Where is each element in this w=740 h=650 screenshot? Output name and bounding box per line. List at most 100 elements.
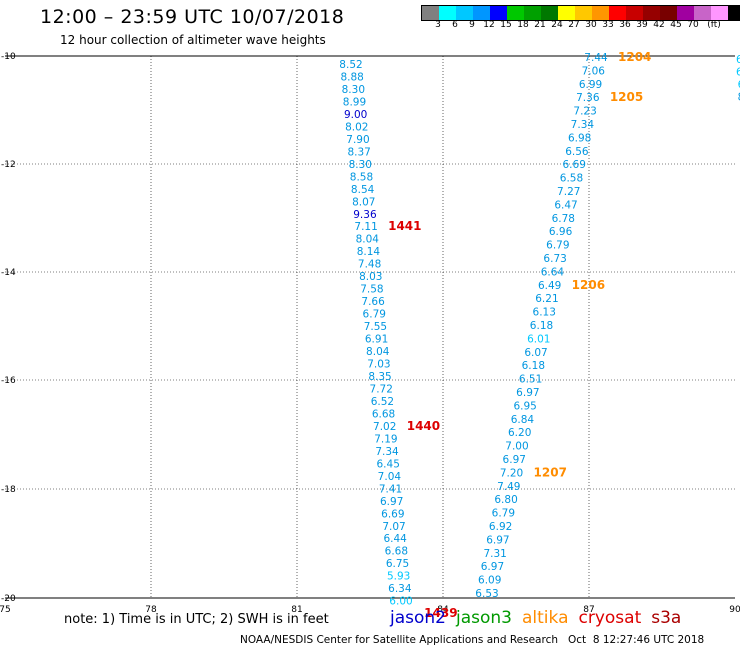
wave-height-label: 6.92 [489, 521, 512, 533]
scale-swatch [439, 6, 456, 20]
wave-height-label: 6.97 [503, 454, 526, 466]
legend-altika: altika [522, 608, 569, 628]
scale-label: 42 [653, 20, 665, 30]
wave-height-label: 8.07 [352, 196, 375, 208]
scale-swatch [490, 6, 507, 20]
wave-height-label: 7.03 [367, 359, 390, 371]
wave-height-label: 6.52 [371, 396, 394, 408]
wave-height-label: 8.03 [359, 271, 382, 283]
wave-height-label: 9.36 [353, 209, 377, 221]
latitude-tick-label: -20 [1, 594, 16, 604]
legend-jason2: jason2 [390, 608, 446, 628]
scale-swatch [541, 6, 558, 20]
scale-label: 30 [585, 20, 597, 30]
wave-height-label: 7.04 [378, 471, 402, 483]
wave-height-label: 7.02 [373, 421, 396, 433]
wave-height-label: 6.49 [538, 280, 561, 292]
wave-height-label: 8.99 [343, 96, 366, 108]
wave-height-label: 6.56 [565, 146, 589, 158]
wave-height-label: 6.00 [389, 596, 412, 608]
wave-height-label: 8.14 [357, 246, 381, 258]
wave-height-label: 6.64 [541, 266, 565, 278]
scale-swatch [507, 6, 524, 20]
longitude-tick-label: 78 [145, 605, 157, 615]
wave-height-label: 6.84 [511, 414, 535, 426]
wave-height-label: 8 [738, 92, 740, 104]
scale-swatch [694, 6, 711, 20]
wave-height-label: 8.04 [356, 234, 380, 246]
wave-height-label: 6.97 [516, 387, 539, 399]
scale-label: 27 [568, 20, 580, 30]
wave-height-label: 8.37 [347, 146, 370, 158]
wave-height-label: 6.21 [535, 293, 558, 305]
scale-swatch [592, 6, 609, 20]
scale-label: (ft) [707, 20, 721, 30]
map-subtitle: 12 hour collection of altimeter wave hei… [60, 33, 326, 47]
longitude-tick-label: 84 [437, 605, 449, 615]
wave-height-label: 6.01 [527, 333, 550, 345]
longitude-tick-label: 90 [729, 605, 740, 615]
scale-swatch [626, 6, 643, 20]
pass-time-label: 1440 [407, 419, 440, 433]
wave-height-label: 9.00 [344, 109, 367, 121]
wave-height-label: 6.07 [524, 347, 547, 359]
wave-height-label: 6.69 [563, 159, 586, 171]
wave-height-label: 6. [736, 54, 740, 66]
wave-height-label: 6.58 [560, 173, 583, 185]
wave-height-label: 7.34 [375, 446, 399, 458]
legend-jason3: jason3 [456, 608, 512, 628]
scale-label: 3 [435, 20, 441, 30]
wave-height-label: 6.79 [546, 240, 569, 252]
wave-height-label: 7.58 [360, 284, 383, 296]
wave-height-label: 8.30 [349, 159, 372, 171]
scale-swatch [728, 6, 740, 20]
wave-height-label: 7.27 [557, 186, 580, 198]
wave-height-label: 7.48 [358, 259, 381, 271]
wave-height-label: 6.53 [475, 588, 498, 600]
credit-line: NOAA/NESDIS Center for Satellite Applica… [240, 634, 705, 646]
scale-swatch [643, 6, 660, 20]
wave-height-label: 6.75 [386, 558, 409, 570]
scale-swatch [711, 6, 728, 20]
pass-time-label: 1204 [618, 50, 651, 64]
wave-height-label: 6.18 [530, 320, 553, 332]
wave-height-label: 8.35 [368, 371, 391, 383]
wave-height-label: 8.88 [340, 71, 363, 83]
latitude-tick-label: -14 [1, 268, 16, 278]
wave-height-label: 7.23 [573, 106, 596, 118]
wave-height-label: 6.47 [554, 199, 577, 211]
latitude-tick-label: -18 [1, 485, 16, 495]
wave-height-label: 6.95 [513, 400, 536, 412]
wave-height-label: 7.49 [497, 481, 520, 493]
wave-height-label: 7.00 [505, 441, 528, 453]
scale-swatch [422, 6, 439, 20]
pass-time-label: 1206 [572, 278, 605, 292]
scale-label: 18 [517, 20, 529, 30]
wave-height-label: 6.68 [385, 546, 408, 558]
scale-label: 33 [602, 20, 614, 30]
wave-height-label: 6.09 [478, 575, 501, 587]
wave-height-label: 7.11 [354, 221, 377, 233]
wave-height-label: 6.78 [552, 213, 575, 225]
scale-label: 9 [469, 20, 475, 30]
wave-height-label: 6.51 [519, 374, 542, 386]
wave-height-label: 6.18 [522, 360, 545, 372]
scale-swatch [524, 6, 541, 20]
wave-height-label: 8.54 [351, 184, 375, 196]
latitude-tick-label: -12 [1, 160, 16, 170]
wave-height-label: 6.45 [377, 458, 400, 470]
legend-s3a: s3a [651, 608, 682, 628]
wave-height-color-scale [421, 5, 740, 21]
scale-swatch [609, 6, 626, 20]
scale-label: 21 [534, 20, 546, 30]
wave-height-label: 7.72 [370, 383, 393, 395]
wave-height-label: 6.80 [494, 494, 517, 506]
scale-label: 39 [636, 20, 648, 30]
wave-height-label: 5.93 [387, 571, 410, 583]
wave-height-label: 7.66 [361, 296, 385, 308]
wave-height-label: 8.04 [366, 346, 390, 358]
scale-swatch [473, 6, 490, 20]
longitude-tick-label: 81 [291, 605, 302, 615]
scale-label: 15 [500, 20, 512, 30]
